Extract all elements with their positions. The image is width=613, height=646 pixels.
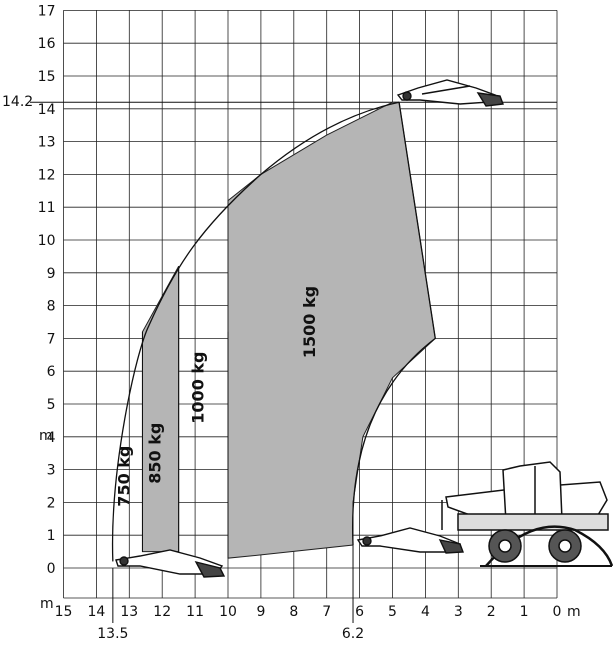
x-tick-label: 6 [355,604,364,620]
x-tick-label: 4 [421,604,430,620]
boom-top-icon [396,79,504,107]
zone-label: 750 kg [114,446,133,507]
y-tick-label: 14 [38,102,56,118]
x-tick-label: 12 [153,604,171,620]
x-extra-tick: 6.2 [342,626,364,642]
y-tick-label: 6 [47,364,56,380]
x-unit-label-right: m [567,604,581,620]
y-tick-label: 4 [47,430,56,446]
x-tick-label: 5 [388,604,397,620]
y-tick-label: 10 [38,233,56,249]
load-zones [111,101,436,562]
y-tick-label: 7 [47,331,56,347]
x-tick-label: 2 [487,604,496,620]
y-extra-tick: 14.2 [2,94,33,110]
zone-1500kg [227,101,436,559]
x-tick-label: 10 [219,604,237,620]
boom-low-icon [115,549,226,578]
y-tick-label: 16 [38,36,56,52]
y-tick-label: 1 [47,528,56,544]
y-tick-label: 5 [47,397,56,413]
x-tick-label: 9 [256,604,265,620]
telehandler-illustrations [115,79,613,578]
zone-label: 1500 kg [300,286,319,358]
x-tick-label: 11 [186,604,204,620]
y-tick-label: 13 [38,135,56,151]
y-tick-label: 12 [38,167,56,183]
y-tick-label: 11 [38,200,56,216]
boom-mid-icon [356,527,464,554]
x-tick-label: 8 [289,604,298,620]
zone-label: 850 kg [146,423,165,484]
telehandler-icon [441,461,613,567]
x-tick-label: 13 [120,604,138,620]
y-tick-label: 3 [47,463,56,479]
y-tick-label: 8 [47,299,56,315]
inner-boundary [351,102,436,546]
x-tick-label: 14 [87,604,105,620]
y-unit-label: m [39,428,53,444]
y-tick-label: 17 [38,3,56,19]
y-tick-label: 2 [47,495,56,511]
y-tick-label: 9 [47,266,56,282]
y-tick-label: 15 [38,69,56,85]
x-extra-tick: 13.5 [97,626,128,642]
x-tick-label: 0 [553,604,562,620]
x-unit-label-left: m [40,596,54,612]
x-tick-label: 1 [520,604,529,620]
envelope-curve [111,101,400,562]
zone-850kg [141,265,180,553]
x-tick-label: 3 [454,604,463,620]
x-tick-label: 7 [322,604,331,620]
x-tick-label: 15 [55,604,73,620]
zone-label: 1000 kg [188,351,207,423]
y-tick-label: 0 [47,561,56,577]
